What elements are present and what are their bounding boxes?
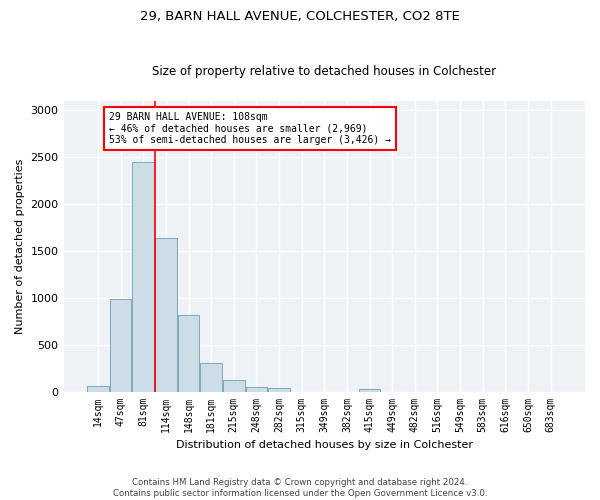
Y-axis label: Number of detached properties: Number of detached properties xyxy=(15,158,25,334)
Bar xyxy=(133,162,154,392)
Text: 29 BARN HALL AVENUE: 108sqm
← 46% of detached houses are smaller (2,969)
53% of : 29 BARN HALL AVENUE: 108sqm ← 46% of det… xyxy=(109,112,391,145)
Bar xyxy=(245,387,267,392)
Bar xyxy=(110,298,131,392)
Bar xyxy=(268,388,290,392)
Text: Contains HM Land Registry data © Crown copyright and database right 2024.
Contai: Contains HM Land Registry data © Crown c… xyxy=(113,478,487,498)
Bar xyxy=(200,364,222,392)
Bar xyxy=(87,386,109,392)
Bar xyxy=(359,388,380,392)
Title: Size of property relative to detached houses in Colchester: Size of property relative to detached ho… xyxy=(152,66,496,78)
Bar xyxy=(178,314,199,392)
X-axis label: Distribution of detached houses by size in Colchester: Distribution of detached houses by size … xyxy=(176,440,473,450)
Bar xyxy=(155,238,176,392)
Text: 29, BARN HALL AVENUE, COLCHESTER, CO2 8TE: 29, BARN HALL AVENUE, COLCHESTER, CO2 8T… xyxy=(140,10,460,23)
Bar xyxy=(223,380,245,392)
